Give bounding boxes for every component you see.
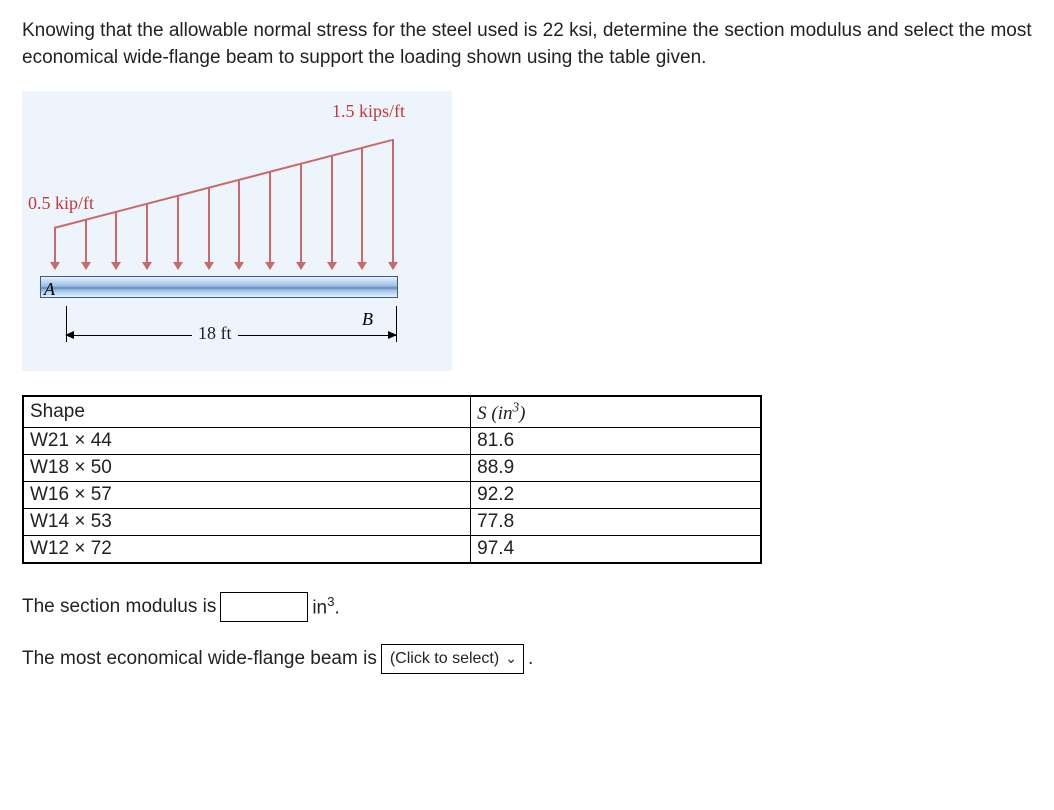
table-row: W16 × 5792.2 bbox=[23, 481, 761, 508]
table-row: W21 × 4481.6 bbox=[23, 427, 761, 454]
shape-cell: W12 × 72 bbox=[23, 535, 471, 563]
shape-cell: W14 × 53 bbox=[23, 508, 471, 535]
load-arrow bbox=[238, 179, 240, 269]
chevron-down-icon: ⌄ bbox=[505, 650, 517, 667]
table-row: W18 × 5088.9 bbox=[23, 454, 761, 481]
section-modulus-table: Shape S (in3) W21 × 4481.6W18 × 5088.9W1… bbox=[22, 395, 762, 563]
col-shape-header: Shape bbox=[23, 396, 471, 427]
load-arrow bbox=[54, 227, 56, 269]
shape-cell: W16 × 57 bbox=[23, 481, 471, 508]
s-header-prefix: S (in bbox=[477, 403, 512, 424]
beam-loading-figure: 1.5 kips/ft 0.5 kip/ft A B 18 ft bbox=[22, 91, 452, 371]
load-arrow bbox=[208, 187, 210, 269]
problem-statement: Knowing that the allowable normal stress… bbox=[22, 18, 1032, 71]
sentence-period: . bbox=[528, 648, 533, 670]
table-row: W14 × 5377.8 bbox=[23, 508, 761, 535]
load-arrow bbox=[361, 147, 363, 269]
modulus-unit: in3. bbox=[312, 594, 339, 619]
shape-cell: W18 × 50 bbox=[23, 454, 471, 481]
s-header-close: ) bbox=[519, 403, 525, 424]
modulus-prefix: The section modulus is bbox=[22, 596, 216, 618]
load-arrow bbox=[146, 203, 148, 269]
load-right-label: 1.5 kips/ft bbox=[332, 101, 405, 122]
section-modulus-answer: The section modulus is in3. bbox=[22, 592, 1032, 622]
s-cell: 81.6 bbox=[471, 427, 761, 454]
load-arrow bbox=[269, 171, 271, 269]
beam bbox=[40, 276, 398, 298]
load-arrow bbox=[392, 139, 394, 269]
unit-prefix: in bbox=[312, 597, 327, 618]
span-dimension-label: 18 ft bbox=[192, 323, 238, 344]
load-arrow bbox=[85, 219, 87, 269]
beam-select-dropdown[interactable]: (Click to select) ⌄ bbox=[381, 644, 524, 674]
load-arrow bbox=[115, 211, 117, 269]
beam-prefix: The most economical wide-flange beam is bbox=[22, 648, 377, 670]
unit-sup: 3 bbox=[327, 594, 334, 609]
load-arrow bbox=[177, 195, 179, 269]
load-arrow bbox=[300, 163, 302, 269]
section-modulus-input[interactable] bbox=[220, 592, 308, 622]
col-s-header: S (in3) bbox=[471, 396, 761, 427]
s-cell: 92.2 bbox=[471, 481, 761, 508]
s-cell: 97.4 bbox=[471, 535, 761, 563]
load-triangle-top-edge bbox=[54, 139, 393, 229]
point-b-label: B bbox=[362, 309, 373, 330]
table-row: W12 × 7297.4 bbox=[23, 535, 761, 563]
point-a-label: A bbox=[44, 279, 55, 300]
s-cell: 77.8 bbox=[471, 508, 761, 535]
beam-select-placeholder: (Click to select) bbox=[390, 650, 499, 668]
load-arrow bbox=[331, 155, 333, 269]
s-cell: 88.9 bbox=[471, 454, 761, 481]
load-left-label: 0.5 kip/ft bbox=[28, 193, 94, 214]
economical-beam-answer: The most economical wide-flange beam is … bbox=[22, 644, 1032, 674]
shape-cell: W21 × 44 bbox=[23, 427, 471, 454]
